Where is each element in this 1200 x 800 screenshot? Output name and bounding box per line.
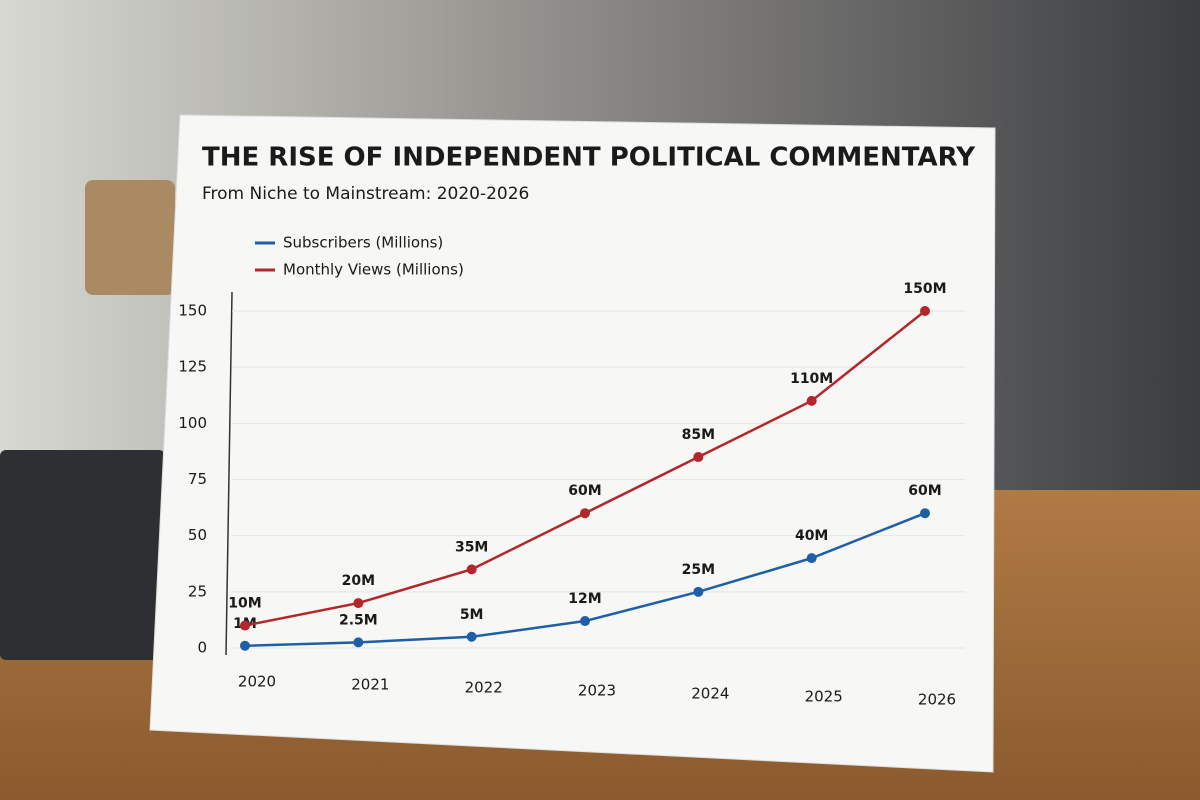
data-point	[806, 553, 817, 564]
x-tick-label: 2021	[351, 676, 389, 694]
legend-label: Monthly Views (Millions)	[283, 261, 464, 279]
data-label: 25M	[682, 562, 715, 578]
chart-card	[149, 114, 996, 773]
data-point	[920, 508, 930, 519]
plot: 0 25 50 75 100 125 150 2020 2021 2022 2023 2024 2025…	[178, 234, 965, 709]
x-tick-label: 2025	[805, 688, 843, 706]
data-label: 60M	[908, 483, 941, 499]
x-tick-label: 2022	[465, 679, 503, 697]
data-point	[240, 640, 250, 651]
notebook	[0, 450, 165, 660]
data-label: 85M	[682, 427, 715, 443]
plant-pot	[85, 180, 175, 295]
y-tick-label: 75	[188, 470, 207, 488]
y-tick-label: 100	[178, 414, 207, 432]
data-point	[693, 586, 704, 597]
data-point	[806, 395, 817, 406]
y-tick-label: 50	[188, 526, 207, 544]
data-label: 20M	[342, 573, 375, 589]
data-point	[353, 637, 364, 648]
data-label: 12M	[568, 591, 601, 607]
data-label: 5M	[460, 607, 484, 623]
data-point	[466, 564, 477, 575]
data-label: 60M	[568, 483, 601, 499]
chart-title: THE RISE OF INDEPENDENT POLITICAL COMMEN…	[202, 143, 976, 173]
data-label: 110M	[790, 371, 833, 387]
chart-subtitle: From Niche to Mainstream: 2020-2026	[202, 184, 529, 204]
data-point	[693, 452, 704, 463]
y-tick-label: 0	[197, 639, 207, 657]
data-label: 35M	[455, 539, 488, 555]
data-label: 40M	[795, 528, 828, 544]
x-tick-label: 2023	[578, 682, 616, 700]
data-point	[353, 598, 364, 609]
data-point	[466, 631, 477, 642]
x-tick-label: 2020	[238, 673, 276, 691]
x-tick-label: 2026	[918, 691, 956, 709]
y-axis	[225, 291, 233, 656]
x-tick-label: 2024	[691, 685, 729, 703]
data-label: 150M	[903, 281, 946, 297]
data-label: 2.5M	[339, 612, 378, 628]
legend-label: Subscribers (Millions)	[283, 234, 443, 252]
data-point	[580, 508, 590, 519]
data-point	[580, 616, 590, 627]
y-tick-label: 25	[188, 582, 207, 600]
data-point	[920, 306, 930, 316]
data-label: 10M	[228, 596, 261, 612]
y-tick-label: 150	[178, 302, 207, 320]
data-point	[240, 620, 250, 631]
y-tick-label: 125	[178, 358, 207, 376]
